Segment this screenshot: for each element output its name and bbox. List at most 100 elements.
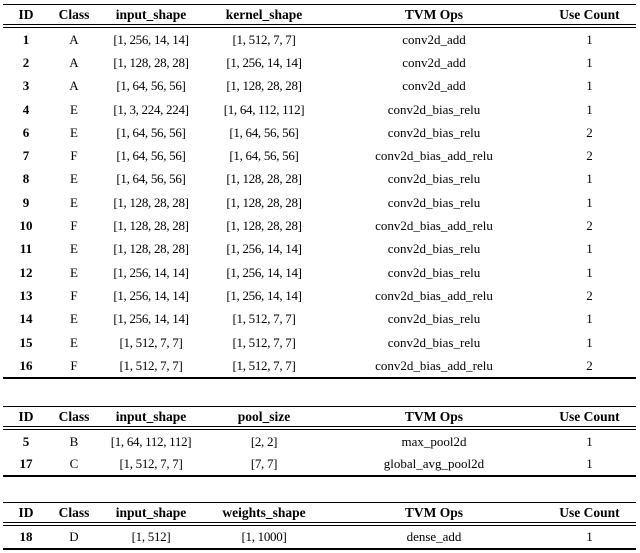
cell-class: E [70,241,78,257]
cell-id: 4 [22,101,30,117]
cell-id: 13 [19,287,33,303]
cell-class: E [70,264,78,280]
cell-kernel-shape: [1, 256, 14, 14] [226,287,302,303]
cell-tvm-ops: conv2d_bias_relu [387,334,481,350]
cell-use-count: 1 [586,529,593,545]
cell-tvm-ops: conv2d_bias_relu [387,194,481,210]
cell-tvm-ops: conv2d_bias_relu [387,264,481,280]
cell-id: 12 [19,264,33,280]
cell-tvm-ops: conv2d_bias_add_relu [375,287,493,303]
cell-input-shape: [1, 256, 14, 14] [113,287,189,303]
cell-tvm-ops: conv2d_add [402,54,466,70]
table-row: 17 C [1, 512, 7, 7] [7, 7] global_avg_pool2d… [3,453,636,477]
column-header-class: Class [49,4,99,28]
column-header-class: Class [49,502,99,527]
cell-id: 15 [19,334,33,350]
cell-tvm-ops: max_pool2d [401,433,467,449]
table-row: 11 E [1, 128, 28, 28] [1, 256, 14, 14] conv2… [3,238,636,261]
cell-input-shape: [1, 128, 28, 28] [113,218,189,234]
cell-tvm-ops: conv2d_bias_relu [387,171,481,187]
cell-kernel-shape: [1, 128, 28, 28] [226,171,302,187]
cell-use-count: 2 [586,124,593,140]
cell-class: E [70,334,78,350]
cell-use-count: 2 [586,218,593,234]
column-header-input-shape: input_shape [99,502,203,527]
cell-input-shape: [1, 64, 112, 112] [110,433,192,449]
cell-input-shape: [1, 64, 56, 56] [116,78,186,94]
cell-use-count: 2 [586,357,593,373]
cell-use-count: 1 [586,311,593,327]
cell-input-shape: [1, 128, 28, 28] [113,194,189,210]
pool-ops-table: ID Class input_shape pool_size TVM Ops Use Co… [3,406,636,478]
cell-use-count: 1 [586,101,593,117]
cell-kernel-shape: [1, 128, 28, 28] [226,78,302,94]
cell-input-shape: [1, 64, 56, 56] [116,124,186,140]
column-header-tvm-ops: TVM Ops [325,4,543,28]
dense-ops-table: ID Class input_shape weights_shape TVM Ops Us… [3,502,636,551]
table-row: 16 F [1, 512, 7, 7] [1, 512, 7, 7] conv2d_bi… [3,354,636,378]
header-row: ID Class input_shape weights_shape TVM Ops Us… [3,502,636,527]
cell-id: 18 [19,529,33,545]
cell-class: F [70,357,78,373]
cell-use-count: 1 [586,334,593,350]
cell-input-shape: [1, 512] [131,529,171,545]
cell-class: F [70,218,78,234]
cell-class: A [69,54,79,70]
cell-class: F [70,148,78,164]
cell-kernel-shape: [1, 512, 7, 7] [232,311,296,327]
cell-kernel-shape: [1, 64, 112, 112] [223,101,305,117]
cell-input-shape: [1, 64, 56, 56] [116,148,186,164]
cell-pool-size: [7, 7] [250,456,278,472]
cell-input-shape: [1, 256, 14, 14] [113,264,189,280]
cell-class: C [69,456,79,472]
cell-input-shape: [1, 64, 56, 56] [116,171,186,187]
cell-id: 9 [22,194,30,210]
cell-id: 14 [19,311,33,327]
table-row: 7 F [1, 64, 56, 56] [1, 64, 56, 56] conv2d_b… [3,144,636,167]
header-row: ID Class input_shape kernel_shape TVM Ops Use… [3,4,636,28]
cell-use-count: 1 [586,31,593,47]
cell-use-count: 1 [586,194,593,210]
cell-class: A [69,78,79,94]
cell-id: 5 [22,433,30,449]
table-row: 3 A [1, 64, 56, 56] [1, 128, 28, 28] conv2d_… [3,75,636,98]
cell-tvm-ops: conv2d_bias_relu [387,311,481,327]
cell-id: 1 [22,31,30,47]
cell-tvm-ops: dense_add [406,529,462,545]
cell-use-count: 1 [586,171,593,187]
cell-tvm-ops: conv2d_bias_relu [387,101,481,117]
cell-use-count: 1 [586,264,593,280]
cell-use-count: 1 [586,241,593,257]
cell-kernel-shape: [1, 512, 7, 7] [232,31,296,47]
cell-use-count: 1 [586,456,593,472]
column-header-tvm-ops: TVM Ops [325,502,543,527]
cell-class: E [70,124,78,140]
cell-class: F [70,287,78,303]
cell-input-shape: [1, 3, 224, 224] [113,101,189,117]
table-row: 10 F [1, 128, 28, 28] [1, 128, 28, 28] conv2… [3,214,636,237]
cell-kernel-shape: [1, 128, 28, 28] [226,218,302,234]
cell-kernel-shape: [1, 64, 56, 56] [229,148,299,164]
cell-tvm-ops: conv2d_bias_add_relu [375,357,493,373]
cell-id: 10 [19,218,33,234]
table-row: 15 E [1, 512, 7, 7] [1, 512, 7, 7] conv2d_bi… [3,331,636,354]
cell-tvm-ops: conv2d_add [402,31,466,47]
column-header-pool-size: pool_size [203,406,325,431]
table-row: 1 A [1, 256, 14, 14] [1, 512, 7, 7] conv2d_a… [3,26,636,51]
cell-kernel-shape: [1, 512, 7, 7] [232,334,296,350]
table-row: 13 F [1, 256, 14, 14] [1, 256, 14, 14] conv2… [3,284,636,307]
cell-tvm-ops: conv2d_bias_relu [387,124,481,140]
cell-input-shape: [1, 512, 7, 7] [119,456,183,472]
column-header-id: ID [3,502,49,527]
cell-input-shape: [1, 256, 14, 14] [113,31,189,47]
cell-tvm-ops: global_avg_pool2d [383,456,485,472]
cell-kernel-shape: [1, 256, 14, 14] [226,54,302,70]
cell-input-shape: [1, 128, 28, 28] [113,54,189,70]
cell-kernel-shape: [1, 128, 28, 28] [226,194,302,210]
table-row: 6 E [1, 64, 56, 56] [1, 64, 56, 56] conv2d_b… [3,121,636,144]
cell-input-shape: [1, 512, 7, 7] [119,334,183,350]
cell-kernel-shape: [1, 256, 14, 14] [226,264,302,280]
column-header-id: ID [3,4,49,28]
column-header-weights-shape: weights_shape [203,502,325,527]
